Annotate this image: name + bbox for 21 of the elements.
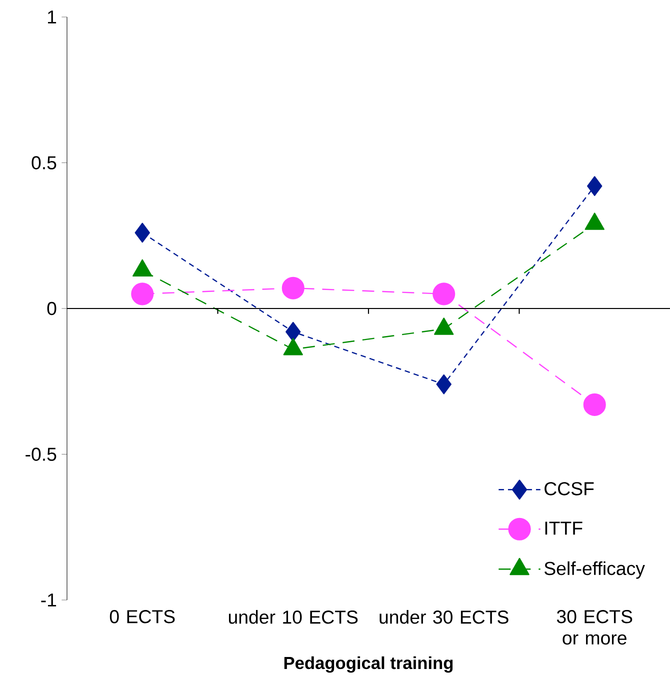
y-tick-label: 0 bbox=[47, 302, 56, 316]
point bbox=[282, 276, 304, 300]
y-tick-label: 0.5 bbox=[32, 156, 56, 170]
point bbox=[583, 393, 606, 416]
legend-label: CCSF bbox=[544, 482, 594, 496]
legend-label: ITTF bbox=[545, 522, 582, 535]
x-tick-label: under 10 ECTS bbox=[228, 610, 358, 624]
legend-label: Self-efficacy bbox=[544, 561, 645, 579]
point bbox=[286, 322, 301, 342]
x-axis-title: Pedagogical training bbox=[284, 656, 453, 673]
point bbox=[436, 374, 452, 394]
y-tick-label: 1 bbox=[48, 10, 56, 24]
x-tick-label: 0 ECTS bbox=[110, 610, 175, 624]
y-tick-label: -0.5 bbox=[26, 448, 56, 461]
point bbox=[587, 176, 602, 196]
point bbox=[432, 282, 456, 306]
point bbox=[134, 222, 150, 243]
y-tick-label: -1 bbox=[41, 594, 56, 606]
point bbox=[131, 282, 154, 306]
x-tick-label: under 30 ECTS bbox=[380, 610, 508, 624]
x-tick-label: 30 ECTS or more bbox=[556, 610, 632, 645]
